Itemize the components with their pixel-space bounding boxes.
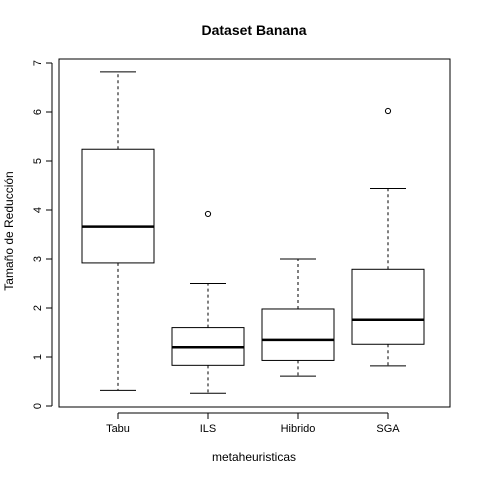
y-tick-label: 2 (32, 305, 44, 311)
box-hibrido (261, 258, 335, 377)
y-tick-label: 0 (32, 403, 44, 409)
x-tick-label: Hibrido (281, 423, 316, 435)
box-tabu (81, 71, 155, 391)
x-axis-label: metaheuristicas (212, 450, 296, 464)
y-tick-label: 1 (32, 354, 44, 360)
outlier-point (204, 210, 212, 218)
outlier-point (384, 107, 392, 115)
box-sga (351, 107, 425, 367)
y-axis-label: Tamaño de Reducción (2, 171, 16, 290)
boxes-group (81, 71, 425, 394)
y-axis: 0 1 2 3 4 5 6 7 (32, 60, 53, 409)
x-axis: Tabu ILS Hibrido SGA (106, 412, 400, 435)
iqr-box (261, 308, 335, 361)
y-tick-label: 3 (32, 256, 44, 262)
x-tick-label: SGA (376, 423, 400, 435)
x-tick-label: ILS (200, 423, 217, 435)
y-tick-label: 5 (32, 158, 44, 164)
plot-frame (58, 58, 451, 408)
iqr-box (351, 268, 425, 345)
y-tick-label: 4 (32, 207, 44, 213)
y-tick-label: 6 (32, 109, 44, 115)
y-tick-label: 7 (32, 60, 44, 66)
x-tick-label: Tabu (106, 423, 130, 435)
box-ils (171, 210, 245, 394)
iqr-box (81, 148, 155, 264)
chart-title: Dataset Banana (201, 22, 306, 38)
